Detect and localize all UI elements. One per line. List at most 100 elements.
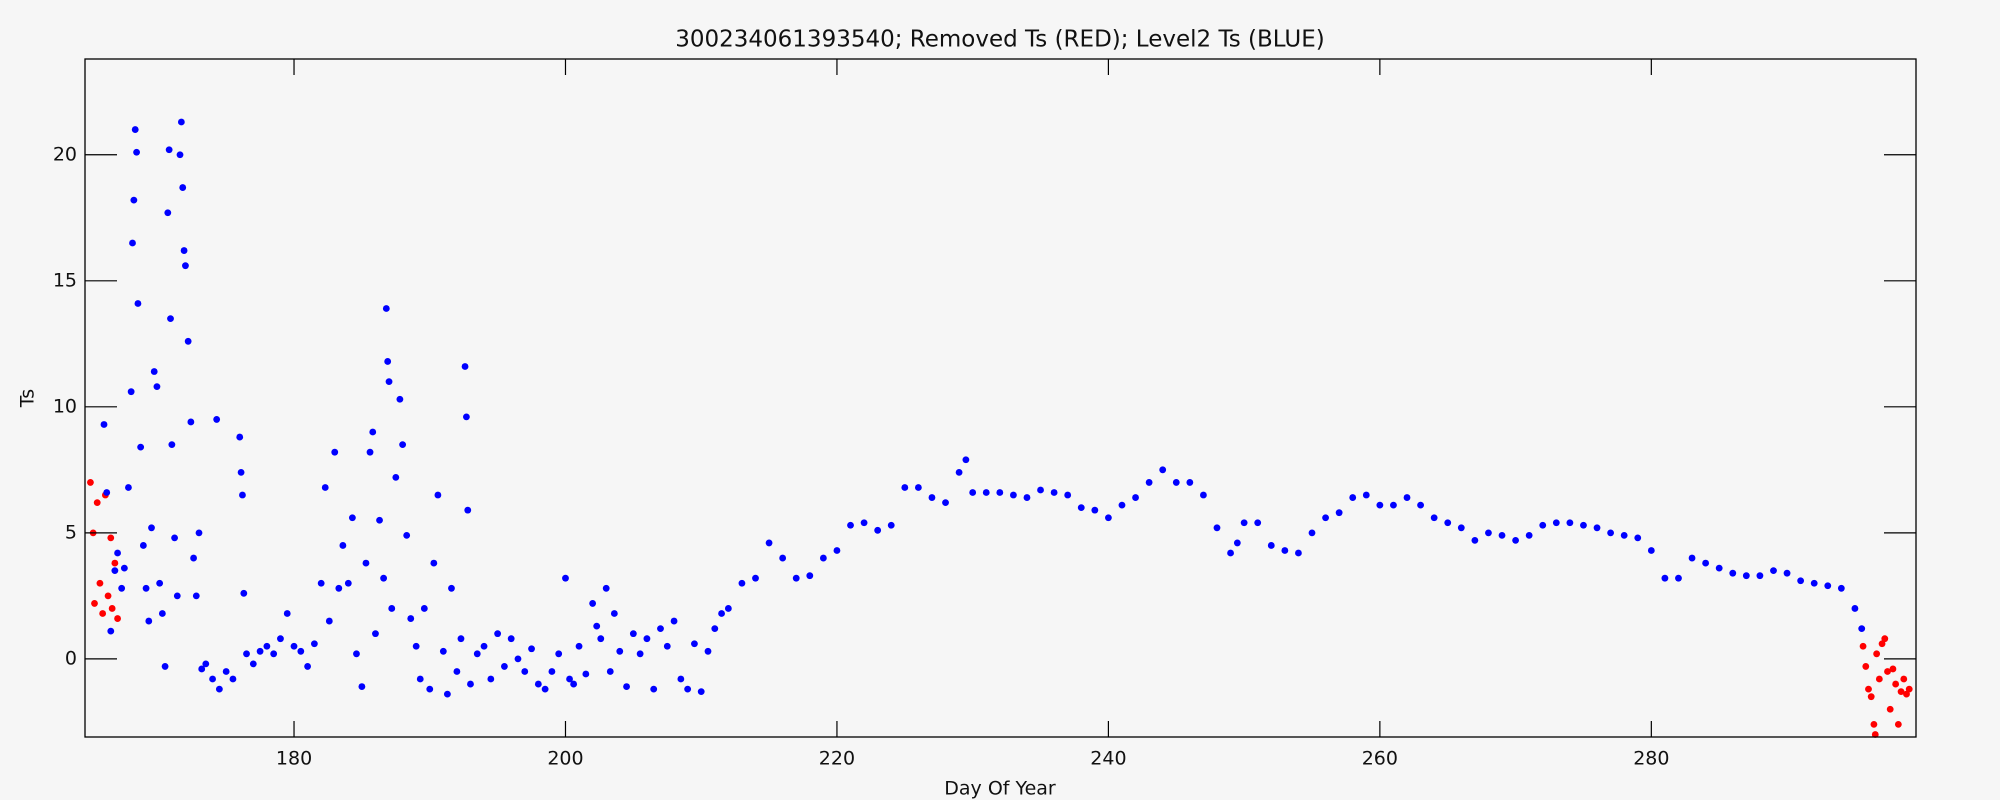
data-point: [738, 579, 746, 587]
data-point: [463, 413, 470, 421]
data-point: [1859, 642, 1867, 650]
y-axis-label: Ts: [17, 389, 39, 408]
data-point: [1281, 547, 1289, 554]
data-point: [1688, 554, 1696, 562]
data-point: [1485, 529, 1492, 537]
data-point: [860, 519, 868, 527]
data-point: [107, 534, 115, 542]
y-tick-label: 15: [53, 269, 77, 291]
data-point: [137, 443, 145, 451]
data-point: [103, 489, 111, 496]
data-point: [487, 675, 495, 683]
chart-title: 300234061393540; Removed Ts (RED); Level…: [675, 27, 1325, 53]
data-point: [534, 680, 542, 688]
data-point: [457, 635, 465, 643]
data-point: [528, 645, 535, 653]
data-point: [1647, 547, 1655, 554]
x-tick-label: 200: [547, 748, 583, 770]
data-point: [711, 625, 719, 633]
data-point: [566, 675, 573, 683]
data-point: [104, 592, 112, 600]
data-point: [111, 567, 119, 575]
data-point: [847, 521, 854, 529]
data-point: [127, 388, 135, 396]
data-point: [602, 584, 610, 592]
data-point: [1552, 519, 1560, 527]
data-point: [148, 524, 155, 532]
data-point: [969, 489, 977, 496]
data-point: [339, 542, 347, 549]
data-point: [575, 642, 583, 650]
data-point: [443, 690, 451, 698]
data-point: [384, 358, 392, 365]
data-point: [164, 209, 172, 217]
data-point: [177, 118, 185, 126]
data-point: [1159, 466, 1167, 474]
data-point: [1810, 579, 1818, 587]
data-point: [1566, 519, 1574, 527]
data-point: [192, 592, 200, 600]
data-point: [1322, 514, 1329, 522]
data-point: [1897, 688, 1905, 696]
y-tick-label: 20: [53, 143, 77, 165]
data-point: [1903, 690, 1910, 698]
data-point: [650, 685, 658, 693]
data-point: [158, 610, 166, 617]
data-point: [426, 685, 434, 693]
data-point: [589, 600, 597, 607]
data-point: [145, 617, 153, 625]
y-tick-label: 0: [65, 647, 77, 669]
data-point: [1661, 574, 1669, 582]
data-point: [1729, 569, 1737, 577]
data-point: [114, 615, 121, 622]
data-point: [1892, 680, 1900, 688]
data-point: [195, 529, 203, 537]
data-point: [1797, 577, 1805, 585]
data-point: [372, 630, 379, 638]
data-point: [236, 433, 244, 441]
data-point: [407, 615, 415, 622]
data-point: [1362, 491, 1370, 499]
data-point: [833, 547, 841, 554]
data-point: [1050, 489, 1058, 496]
data-point: [1308, 529, 1316, 537]
data-point: [606, 668, 614, 675]
data-point: [366, 448, 374, 456]
data-point: [173, 592, 181, 600]
data-point: [1132, 494, 1139, 501]
data-point: [1172, 479, 1180, 486]
data-point: [179, 184, 187, 191]
data-point: [874, 526, 882, 534]
data-point: [1512, 537, 1519, 544]
data-point: [1580, 521, 1587, 529]
data-point: [325, 617, 333, 625]
x-tick-label: 240: [1090, 748, 1126, 770]
data-point: [1091, 506, 1099, 514]
x-tick-label: 280: [1633, 748, 1669, 770]
data-point: [1267, 542, 1275, 549]
data-point: [376, 516, 383, 524]
data-point: [1186, 479, 1194, 486]
data-point: [270, 650, 278, 658]
data-point: [283, 610, 291, 617]
data-point: [1213, 524, 1221, 532]
data-point: [1858, 625, 1866, 633]
data-point: [1349, 494, 1357, 501]
data-point: [616, 647, 624, 655]
data-point: [507, 635, 515, 643]
data-point: [684, 685, 692, 693]
data-point: [623, 683, 630, 690]
data-point: [1756, 572, 1764, 580]
data-point: [724, 605, 732, 612]
data-point: [171, 534, 178, 542]
x-tick-label: 220: [819, 748, 855, 770]
data-point: [1593, 524, 1601, 532]
data-point: [1233, 539, 1241, 547]
x-axis-label: Day Of Year: [944, 778, 1056, 800]
data-point: [448, 584, 455, 592]
data-point: [190, 554, 197, 562]
data-point: [1403, 494, 1411, 501]
data-point: [1875, 675, 1883, 683]
data-point: [806, 572, 814, 580]
